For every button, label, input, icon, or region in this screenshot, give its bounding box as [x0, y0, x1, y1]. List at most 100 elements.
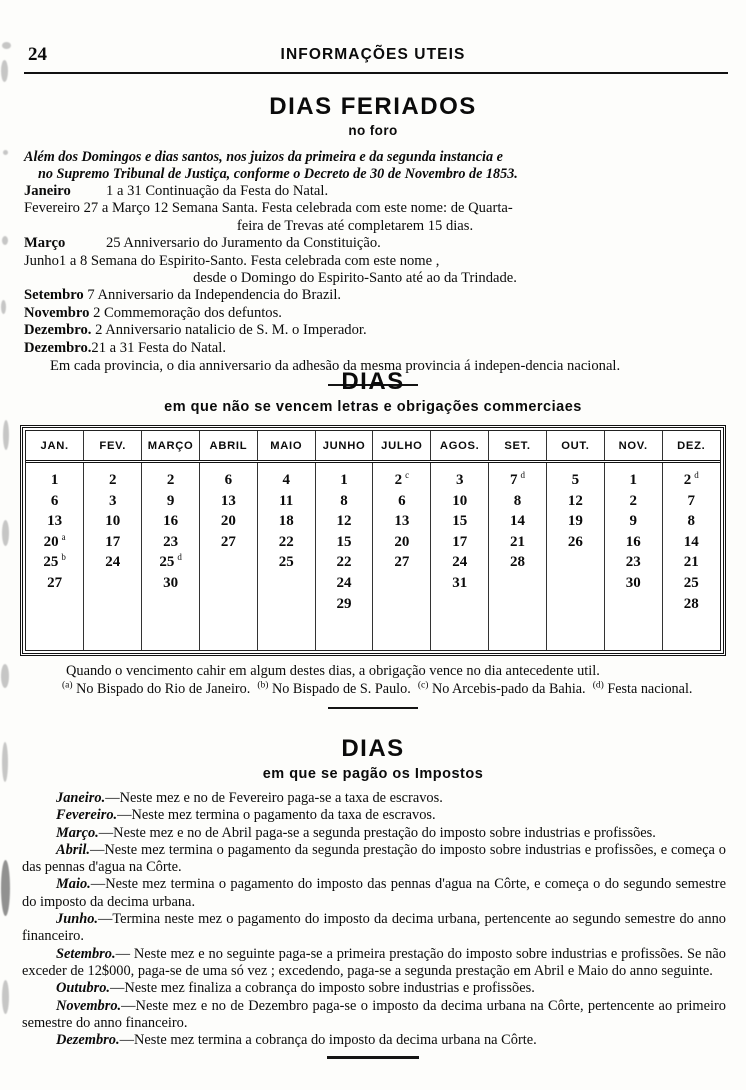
day-value: 17 — [105, 533, 121, 550]
day-value: 14 — [683, 533, 699, 550]
day-footnote-mark: b — [61, 552, 66, 563]
dias-table-inner-frame: JAN. FEV. MARÇO ABRIL MAIO JUNHO JULHO A… — [25, 430, 721, 651]
day-value: 13 — [394, 513, 410, 530]
day-value: 1 — [629, 472, 637, 488]
day-value: 24 — [336, 574, 352, 591]
impostos-item: Junho.—Termina neste mez o pagamento do … — [20, 911, 726, 946]
day-value: 13 — [47, 513, 63, 530]
section-dias-commerciaes: DIAS em que não se vencem letras e obrig… — [20, 368, 726, 710]
day-value: 27 — [394, 554, 410, 571]
impostos-item-text: —Neste mez e no de Fevereiro paga-se a t… — [105, 790, 443, 806]
day-column-julho: 2 c 6 13 20 27 — [372, 461, 432, 650]
feriados-entry-month: Junho — [24, 252, 59, 269]
day-value: 6 — [398, 492, 406, 509]
impostos-item-text: —Neste mez termina o pagamento da segund… — [22, 841, 726, 876]
impostos-item-month: Dezembro. — [56, 1032, 120, 1049]
column-header-jan: JAN. — [26, 431, 85, 463]
feriados-entry-cont: feira de Trevas até completarem 15 dias. — [236, 217, 474, 234]
column-header-nov: NOV. — [604, 431, 663, 463]
day-value: 14 — [510, 513, 526, 530]
day-column-dez: 2 d 7 8 14 21 25 28 — [662, 462, 720, 651]
feriados-title: DIAS FERIADOS — [269, 93, 477, 120]
feriados-entry-text: 21 a 31 Festa do Natal. — [91, 339, 226, 356]
day-value: 2 — [108, 472, 117, 488]
impostos-title: DIAS — [341, 735, 405, 762]
column-header-dez: DEZ. — [662, 431, 720, 463]
day-value: 24 — [452, 554, 468, 571]
section-divider-rule — [327, 1056, 419, 1060]
dias-table-title: DIAS — [341, 368, 405, 395]
feriados-entry-text: 2 Commemoração dos defuntos. — [93, 304, 282, 321]
day-column-junho: 1 8 12 15 22 24 29 — [315, 461, 374, 650]
impostos-item: Fevereiro.—Neste mez termina o pagamento… — [20, 807, 726, 824]
impostos-item: Setembro.— Neste mez e no seguinte paga-… — [20, 946, 726, 981]
feriados-entry-list: Janeiro 1 a 31 Continuação da Festa do Na… — [20, 183, 726, 357]
day-value: 16 — [625, 533, 641, 550]
dias-table-note-text: Quando o vencimento cahir em algum deste… — [66, 663, 600, 679]
day-value: 8 — [687, 513, 696, 530]
feriados-entry-month: Dezembro. — [24, 339, 92, 356]
impostos-item-text: —Neste mez e no de Dezembro paga-se o im… — [22, 997, 726, 1031]
impostos-item-text: —Neste mez e no de Abril paga-se a segun… — [98, 824, 656, 841]
day-column-nov: 1 2 9 16 23 30 — [604, 461, 663, 650]
day-value: 30 — [625, 574, 641, 591]
impostos-item-text: — Neste mez e no seguinte paga-se a prim… — [22, 945, 726, 979]
footnote-text-d: Festa nacional. — [607, 681, 693, 698]
day-value: 7 — [687, 492, 696, 509]
day-value: 3 — [455, 472, 464, 488]
day-value: 12 — [336, 513, 352, 530]
page-number: 24 — [28, 44, 47, 65]
day-value: 2 — [629, 492, 637, 509]
feriados-entry: Dezembro.21 a 31 Festa do Natal. — [24, 340, 726, 357]
dias-table-subtitle: em que não se vencem letras e obrigações… — [164, 399, 582, 415]
day-value: 29 — [336, 595, 352, 612]
table-header-row: JAN. FEV. MARÇO ABRIL MAIO JUNHO JULHO A… — [26, 431, 720, 463]
day-value: 11 — [279, 492, 294, 509]
feriados-entry-month: Setembro — [24, 287, 84, 304]
day-value: 21 — [510, 533, 526, 550]
section-divider-rule — [328, 707, 418, 710]
day-value: 31 — [452, 574, 468, 591]
feriados-entry-month: Novembro — [24, 304, 90, 321]
day-value: 12 — [567, 492, 583, 509]
impostos-item-month: Outubro. — [56, 980, 110, 997]
day-footnote-mark: d — [177, 552, 182, 563]
footnote-mark-a: (a) — [62, 680, 73, 691]
day-value: 20 — [220, 513, 236, 530]
feriados-entry-text: 2 Anniversario natalicio de S. M. o Impe… — [95, 322, 367, 339]
day-column-marco: 2 9 16 23 25 d 30 — [141, 461, 200, 650]
day-value: 19 — [567, 513, 583, 530]
footnote-text-a: No Bispado do Rio de Janeiro. — [76, 681, 251, 698]
header-rule — [24, 72, 728, 74]
column-header-junho: JUNHO — [315, 431, 374, 463]
day-value: 13 — [220, 492, 236, 509]
day-value: 15 — [452, 513, 468, 530]
running-title: INFORMAÇÕES UTEIS — [280, 46, 466, 63]
feriados-intro-line2: no Supremo Tribunal de Justiça, conforme… — [38, 166, 518, 182]
impostos-item-text: —Termina neste mez o pagamento do impost… — [22, 911, 726, 945]
section-dias-feriados: DIAS FERIADOS no foro Além dos Domingos … — [20, 93, 726, 387]
footnote-text-b: No Bispado de S. Paulo. — [272, 681, 411, 698]
day-value: 26 — [567, 533, 583, 550]
impostos-item: Novembro.—Neste mez e no de Dezembro pag… — [20, 998, 726, 1033]
day-footnote-mark: a — [61, 531, 66, 542]
scan-edge-artifact — [0, 0, 16, 1090]
day-value: 25 — [683, 574, 699, 591]
feriados-intro-line1: Além dos Domingos e dias santos, nos jui… — [24, 149, 503, 165]
impostos-item-month: Setembro. — [56, 945, 116, 962]
section-divider-rule — [328, 384, 418, 387]
day-column-set: 7 d 8 14 21 28 — [488, 461, 547, 650]
feriados-entry-text: 27 a Março 12 Semana Santa. Festa celebr… — [83, 200, 513, 217]
impostos-item-month: Janeiro. — [56, 790, 106, 806]
dias-table-footnotes: (a) No Bispado do Rio de Janeiro. (b) No… — [20, 681, 726, 698]
feriados-closing-text: Em cada provincia, o dia anniversario da… — [50, 358, 621, 375]
day-column-out: 5 12 19 26 — [546, 461, 605, 650]
feriados-entry: Janeiro 1 a 31 Continuação da Festa do Na… — [24, 183, 726, 200]
column-header-out: OUT. — [546, 431, 605, 463]
day-value: 9 — [629, 513, 637, 530]
impostos-item-text: —Neste mez termina o pagamento da taxa d… — [117, 807, 436, 824]
feriados-entry-text: 1 a 8 Semana do Espirito-Santo. Festa ce… — [58, 252, 440, 269]
dias-table: JAN. FEV. MARÇO ABRIL MAIO JUNHO JULHO A… — [26, 431, 720, 650]
